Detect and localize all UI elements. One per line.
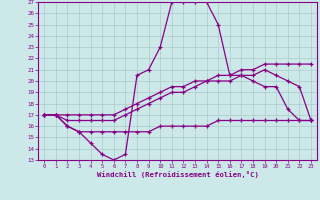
X-axis label: Windchill (Refroidissement éolien,°C): Windchill (Refroidissement éolien,°C) xyxy=(97,171,259,178)
